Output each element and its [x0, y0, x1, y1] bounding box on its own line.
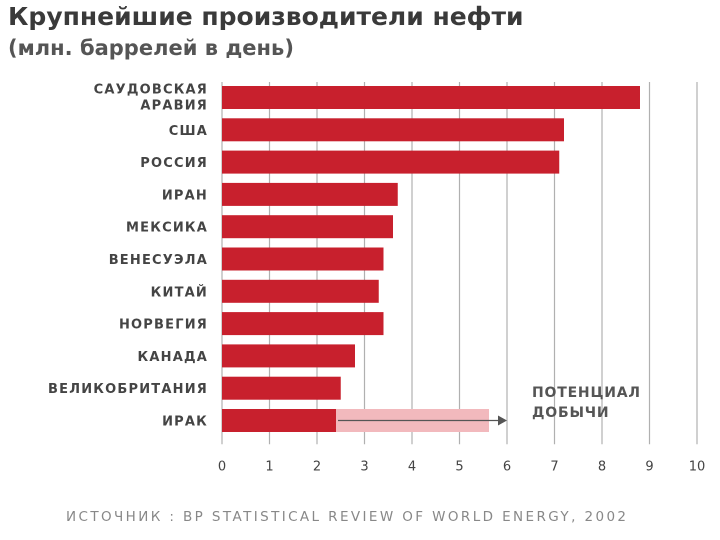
chart-title: Крупнейшие производители нефти: [8, 2, 524, 31]
bar: [222, 376, 341, 400]
category-label-line: АРАВИЯ: [140, 99, 208, 114]
bar: [222, 247, 384, 271]
source-note: ИСТОЧНИК : BP STATISTICAL REVIEW OF WORL…: [66, 509, 629, 525]
category-label: РОССИЯ: [140, 156, 208, 171]
x-tick-label-8: 8: [598, 459, 606, 474]
x-axis-ticks: 0 1 2 3 4 5 6 7 8 9 10: [218, 459, 705, 474]
category-label: КИТАЙ: [151, 284, 208, 300]
bar: [222, 150, 560, 174]
category-label: ИРАН: [162, 188, 208, 203]
potential-note: ПОТЕНЦИАЛ ДОБЫЧИ: [338, 385, 641, 426]
category-label: ВЕЛИКОБРИТАНИЯ: [48, 382, 208, 397]
x-tick-label-10: 10: [689, 459, 706, 474]
category-label: САУДОВСКАЯ АРАВИЯ: [94, 83, 208, 114]
x-tick-label-1: 1: [265, 459, 273, 474]
x-tick-label-4: 4: [408, 459, 416, 474]
gridlines: [221, 82, 698, 445]
bar: [222, 215, 393, 239]
category-label: ИРАК: [162, 415, 208, 430]
bar: [222, 279, 379, 303]
chart-subtitle: (млн. баррелей в день): [8, 36, 294, 60]
x-tick-label-5: 5: [455, 459, 463, 474]
bar: [222, 118, 564, 142]
bar: [222, 344, 355, 368]
bars: [222, 86, 640, 432]
potential-arrow-head: [498, 415, 507, 426]
x-tick-label-9: 9: [645, 459, 653, 474]
category-label-line: САУДОВСКАЯ: [94, 83, 208, 98]
category-label: ВЕНЕСУЭЛА: [109, 253, 208, 268]
x-tick-label-6: 6: [503, 459, 511, 474]
bar: [222, 312, 384, 336]
bar: [222, 86, 640, 109]
potential-label-line: ДОБЫЧИ: [532, 405, 609, 421]
x-tick-label-3: 3: [360, 459, 368, 474]
category-label: НОРВЕГИЯ: [119, 318, 208, 333]
potential-label-line: ПОТЕНЦИАЛ: [532, 385, 641, 401]
category-labels: САУДОВСКАЯ АРАВИЯ США РОССИЯ ИРАН МЕКСИКА ВЕНЕ…: [48, 83, 208, 430]
bar: [222, 409, 336, 432]
x-tick-label-7: 7: [550, 459, 558, 474]
category-label: КАНАДА: [138, 350, 208, 365]
category-label: США: [169, 124, 208, 139]
x-tick-label-2: 2: [313, 459, 321, 474]
x-tick-label-0: 0: [218, 459, 226, 474]
category-label: МЕКСИКА: [126, 221, 208, 236]
bar: [222, 182, 398, 206]
